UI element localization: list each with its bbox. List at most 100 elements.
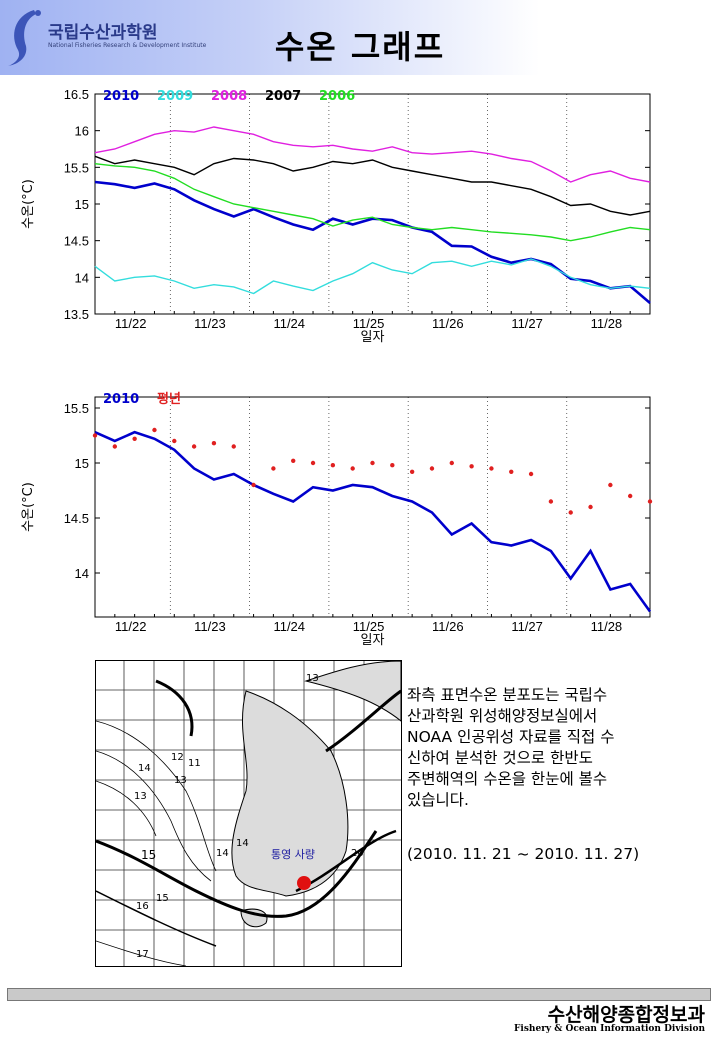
chart2-point-평년 — [608, 482, 613, 488]
chart-yearly-comparison: 13.5 14 14.5 15 15.5 16 16.5 11/22 11/23 11/24 11/… — [20, 82, 670, 347]
chart2-legend-2010: 2010 — [103, 392, 139, 407]
chart1-xtick-label: 11/22 — [115, 316, 147, 331]
svg-text:11: 11 — [188, 758, 201, 769]
chart2-point-평년 — [409, 469, 415, 474]
chart2-point-평년 — [152, 427, 157, 433]
chart1-line-2007 — [94, 155, 651, 216]
chart1-legend-2007: 2007 — [265, 89, 301, 104]
observation-period: (2010. 11. 21 ~ 2010. 11. 27) — [407, 845, 640, 863]
chart2-point-평년 — [528, 471, 534, 477]
map-description: 좌측 표면수온 분포도는 국립수 산과학원 위성해양정보실에서 NOAA 인공위… — [407, 686, 615, 809]
chart1-xtick-label: 11/28 — [591, 316, 623, 331]
footer-division-name: 수산해양종합정보과 — [547, 1004, 705, 1026]
chart1-svg: 13.5 14 14.5 15 15.5 16 16.5 11/22 11/23 11/24 11/… — [21, 87, 651, 345]
chart1-legend-2008: 2008 — [211, 89, 247, 104]
chart2-point-평년 — [172, 438, 177, 444]
sst-map: 통영 사량 12 11 13 14 13 14 15 14 13 15 16 1… — [95, 660, 402, 967]
chart2-point-평년 — [469, 464, 474, 469]
chart2-point-평년 — [509, 469, 514, 474]
svg-text:14: 14 — [236, 838, 249, 849]
chart2-point-평년 — [191, 444, 197, 449]
institute-logo: 국립수산과학원 National Fisheries Research & De… — [4, 6, 206, 70]
svg-text:14: 14 — [138, 763, 151, 774]
chart1-line-2010 — [94, 180, 651, 304]
chart2-xtick-label: 11/22 — [115, 619, 147, 634]
chart1-ylabel: 수온(°C) — [21, 179, 36, 229]
chart2-legend-평년: 평년 — [157, 391, 181, 407]
chart2-point-평년 — [291, 458, 296, 463]
chart2-point-평년 — [568, 510, 573, 515]
svg-text:15: 15 — [141, 848, 156, 862]
chart2-point-평년 — [271, 466, 276, 471]
chart1-legend-2009: 2009 — [157, 89, 193, 104]
chart2-point-평년 — [548, 499, 554, 504]
chart2-ytick-label: 14.5 — [64, 511, 89, 526]
chart1-ytick-label: 14 — [75, 270, 89, 285]
svg-text:13: 13 — [306, 673, 319, 684]
chart2-xtick-label: 11/26 — [432, 619, 464, 634]
footer-divider-bar — [7, 988, 711, 1001]
chart1-line-2006 — [94, 163, 651, 242]
chart2-xlabel: 일자 — [361, 633, 385, 648]
chart1-ytick-label: 15 — [75, 197, 89, 212]
svg-text:16: 16 — [136, 901, 149, 912]
chart2-ytick-label: 14 — [75, 566, 89, 581]
chart2-point-평년 — [112, 444, 118, 449]
chart2-xtick-label: 11/23 — [194, 619, 226, 634]
chart2-point-평년 — [370, 460, 375, 466]
sst-map-image: 통영 사량 12 11 13 14 13 14 15 14 13 15 16 1… — [95, 660, 402, 967]
chart1-legend-2006: 2006 — [319, 89, 355, 104]
chart1-ytick-label: 13.5 — [64, 307, 89, 322]
svg-text:20: 20 — [351, 848, 364, 859]
footer-division-name-en: Fishery & Ocean Information Division — [514, 1024, 705, 1034]
chart2-point-평년 — [231, 444, 236, 449]
chart1-ytick-label: 14.5 — [64, 234, 89, 249]
svg-text:14: 14 — [216, 848, 229, 859]
svg-text:13: 13 — [174, 775, 187, 786]
chart1-xtick-label: 11/24 — [273, 316, 305, 331]
map-location-label: 통영 사량 — [271, 848, 315, 861]
svg-text:17: 17 — [136, 949, 149, 960]
org-name: 국립수산과학원 — [48, 23, 158, 43]
chart2-point-평년 — [211, 441, 217, 446]
chart1-ytick-label: 16.5 — [64, 87, 89, 102]
chart2-xtick-label: 11/25 — [353, 619, 385, 634]
chart1-xlabel: 일자 — [361, 330, 385, 345]
chart2-plot-frame — [94, 396, 651, 618]
chart1-ytick-label: 15.5 — [64, 160, 89, 175]
chart2-svg: 14 14.5 15 15.5 11/22 11/23 11/24 11/25 11/26 11/… — [21, 391, 653, 648]
page-title: 수온 그래프 — [274, 28, 446, 66]
header-banner: 국립수산과학원 National Fisheries Research & De… — [0, 0, 720, 75]
chart2-point-평년 — [627, 493, 633, 499]
chart2-point-평년 — [429, 466, 435, 471]
chart2-point-평년 — [588, 504, 593, 510]
chart2-xtick-label: 11/27 — [511, 619, 543, 634]
chart2-xtick-label: 11/24 — [273, 619, 305, 634]
chart1-xtick-label: 11/27 — [511, 316, 543, 331]
org-subtitle: National Fisheries Research & Developmen… — [48, 42, 207, 49]
chart2-line-2010 — [94, 430, 652, 613]
chart2-ytick-label: 15 — [75, 456, 89, 471]
chart1-line-2008 — [94, 126, 651, 183]
chart2-point-평년 — [449, 460, 454, 466]
chart1-xtick-label: 11/26 — [432, 316, 464, 331]
chart2-point-평년 — [132, 436, 137, 441]
chart2-point-평년 — [390, 463, 395, 468]
svg-text:13: 13 — [134, 791, 147, 802]
chart2-point-평년 — [310, 460, 316, 466]
chart-vs-normal: 14 14.5 15 15.5 11/22 11/23 11/24 11/25 11/26 11/… — [20, 385, 670, 650]
chart2-point-평년 — [330, 463, 336, 468]
chart1-xtick-label: 11/25 — [353, 316, 385, 331]
chart1-xtick-label: 11/23 — [194, 316, 226, 331]
chart2-point-평년 — [251, 482, 256, 488]
chart2-point-평년 — [92, 433, 98, 438]
chart1-legend-2010: 2010 — [103, 89, 139, 104]
svg-text:12: 12 — [171, 752, 184, 763]
chart2-point-평년 — [350, 466, 355, 471]
chart2-ylabel: 수온(°C) — [21, 482, 36, 532]
chart2-point-평년 — [647, 499, 653, 504]
chart1-ytick-label: 16 — [75, 124, 89, 139]
fish-logo-icon — [8, 10, 41, 66]
chart1-line-2009 — [94, 258, 651, 295]
chart2-point-평년 — [489, 466, 494, 471]
